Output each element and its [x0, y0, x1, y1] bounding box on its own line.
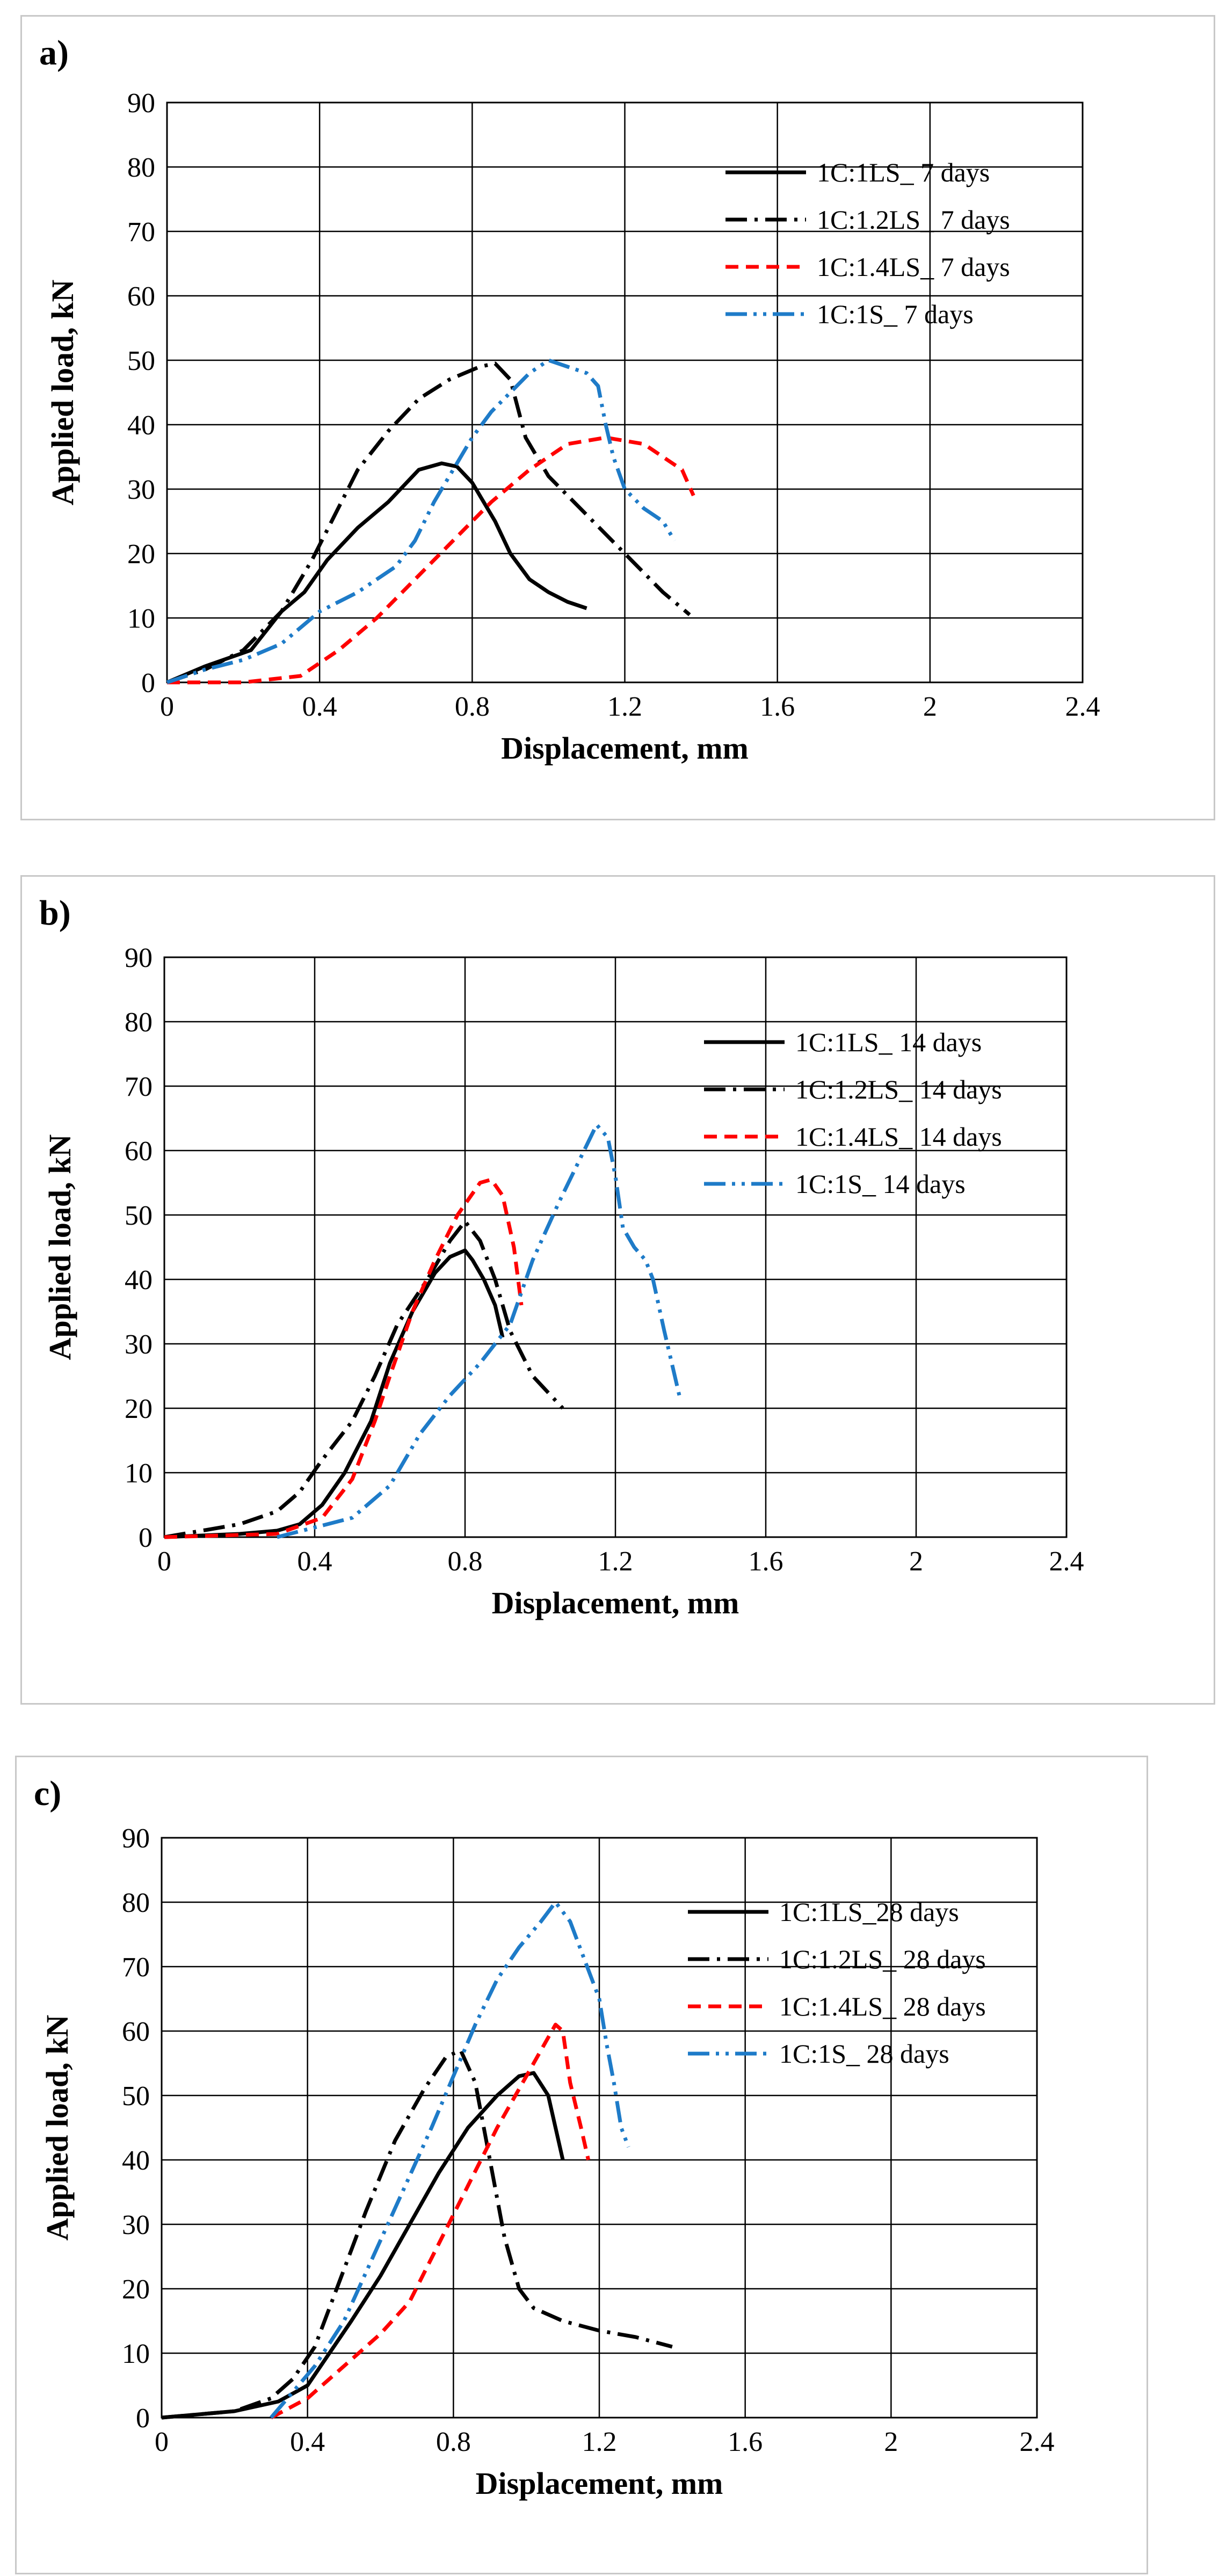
x-tick-label: 1.6: [749, 1546, 783, 1577]
x-tick-label: 0.4: [302, 692, 337, 722]
chart-panel-a: 0 0.4 0.8 1.2 1.6 2 2.4 0 10 20 30 40 50 60 70 80 90 Disp…: [20, 15, 1215, 820]
x-tick-label: 2.4: [1020, 2427, 1055, 2457]
legend-label-3: 1C:1.4LS_ 7 days: [817, 252, 1010, 282]
plot-frame: [161, 1837, 1038, 2419]
x-tick-label: 1.2: [607, 692, 642, 722]
y-tick-label: 60: [122, 2017, 150, 2047]
y-tick-label: 10: [125, 1458, 153, 1489]
legend-label-1: 1C:1LS_ 7 days: [817, 157, 990, 187]
y-tick-label: 80: [122, 1888, 150, 1918]
y-axis-title: Applied load, kN: [40, 2015, 75, 2241]
x-tick-label: 0: [157, 1546, 171, 1577]
panel-label: a): [39, 33, 69, 72]
x-tick-label: 0: [160, 692, 174, 722]
x-axis-title: Displacement, mm: [492, 1585, 739, 1620]
series-line-2: [166, 361, 691, 685]
x-axis-title: Displacement, mm: [476, 2466, 723, 2501]
series-line-2: [161, 2048, 673, 2420]
x-tick-label: 2.4: [1049, 1546, 1084, 1577]
x-tick-label: 2: [923, 692, 937, 722]
series-line-3: [164, 1177, 524, 1539]
y-tick-label: 70: [125, 1072, 153, 1102]
x-tick-label: 0.4: [290, 2427, 325, 2457]
y-tick-label: 40: [125, 1265, 153, 1296]
legend-label-2: 1C:1.2LS_ 7 days: [817, 205, 1010, 235]
y-tick-label: 60: [125, 1136, 153, 1167]
series-line-3: [270, 2022, 591, 2420]
plot-frame: [166, 101, 1084, 683]
legend-label-4: 1C:1S_ 7 days: [817, 299, 974, 329]
y-tick-label: 40: [122, 2145, 150, 2176]
x-tick-label: 2: [884, 2427, 898, 2457]
series-line-3: [167, 435, 695, 685]
y-tick-label: 80: [127, 152, 155, 183]
x-tick-label: 1.6: [728, 2427, 763, 2457]
legend-label-1: 1C:1LS_ 14 days: [795, 1027, 982, 1057]
legend-label-1: 1C:1LS_28 days: [779, 1897, 959, 1927]
y-tick-label: 10: [122, 2339, 150, 2369]
y-tick-label: 60: [127, 281, 155, 312]
legend-label-2: 1C:1.2LS_ 14 days: [795, 1074, 1002, 1104]
panel-label: b): [39, 893, 71, 933]
chart-svg: 0 0.4 0.8 1.2 1.6 2 2.4 0 10 20 30 40 50 60 70 80 90 Disp…: [42, 943, 1084, 1620]
y-tick-label: 50: [127, 346, 155, 376]
y-tick-label: 30: [122, 2210, 150, 2240]
legend-label-3: 1C:1.4LS_ 14 days: [795, 1122, 1002, 1152]
series-line-4: [166, 358, 676, 685]
chart-panel-b: 0 0.4 0.8 1.2 1.6 2 2.4 0 10 20 30 40 50 60 70 80 90 Disp…: [20, 875, 1215, 1705]
x-tick-label: 0.8: [436, 2427, 471, 2457]
series-line-4: [277, 1123, 681, 1539]
x-tick-label: 2: [909, 1546, 923, 1577]
chart-svg: 0 0.4 0.8 1.2 1.6 2 2.4 0 10 20 30 40 50 60 70 80 90 Disp…: [40, 1823, 1055, 2501]
y-tick-label: 10: [127, 603, 155, 634]
x-tick-label: 0.8: [455, 692, 490, 722]
legend-label-3: 1C:1.4LS_ 28 days: [779, 1991, 986, 2021]
y-tick-label: 80: [125, 1007, 153, 1038]
y-tick-label: 90: [127, 88, 155, 119]
panel-label: c): [34, 1774, 62, 1813]
y-tick-label: 20: [122, 2274, 150, 2305]
series-line-1: [166, 461, 587, 685]
series-line-2: [164, 1219, 564, 1539]
x-tick-label: 0: [155, 2427, 169, 2457]
y-tick-label: 20: [127, 539, 155, 570]
legend-label-4: 1C:1S_ 14 days: [795, 1169, 966, 1199]
y-tick-label: 50: [125, 1200, 153, 1231]
y-tick-label: 0: [139, 1523, 153, 1553]
legend-label-4: 1C:1S_ 28 days: [779, 2039, 949, 2069]
plot-frame: [163, 956, 1068, 1538]
series-line-1: [164, 1248, 505, 1539]
x-axis-title: Displacement, mm: [501, 731, 749, 766]
series-line-4: [270, 1900, 630, 2419]
y-axis-title: Applied load, kN: [42, 1134, 77, 1360]
y-tick-label: 40: [127, 410, 155, 441]
x-tick-label: 0.4: [298, 1546, 332, 1577]
x-tick-label: 0.8: [448, 1546, 483, 1577]
y-tick-label: 70: [127, 217, 155, 248]
legend-label-2: 1C:1.2LS_ 28 days: [779, 1944, 986, 1974]
y-tick-label: 90: [122, 1823, 150, 1854]
series-line-1: [161, 2071, 565, 2420]
chart-panel-c: 0 0.4 0.8 1.2 1.6 2 2.4 0 10 20 30 40 50 60 70 80 90 Disp…: [15, 1756, 1148, 2574]
x-tick-label: 1.2: [582, 2427, 617, 2457]
y-tick-label: 0: [136, 2403, 150, 2434]
y-tick-label: 0: [141, 668, 155, 698]
x-tick-label: 2.4: [1065, 692, 1100, 722]
y-axis-title: Applied load, kN: [45, 280, 80, 506]
x-tick-label: 1.2: [598, 1546, 633, 1577]
y-tick-label: 30: [125, 1329, 153, 1360]
y-tick-label: 20: [125, 1394, 153, 1424]
x-tick-label: 1.6: [760, 692, 795, 722]
y-tick-label: 70: [122, 1952, 150, 1983]
y-tick-label: 90: [125, 943, 153, 973]
y-tick-label: 30: [127, 475, 155, 505]
y-tick-label: 50: [122, 2081, 150, 2112]
chart-svg: 0 0.4 0.8 1.2 1.6 2 2.4 0 10 20 30 40 50 60 70 80 90 Disp…: [45, 88, 1100, 766]
